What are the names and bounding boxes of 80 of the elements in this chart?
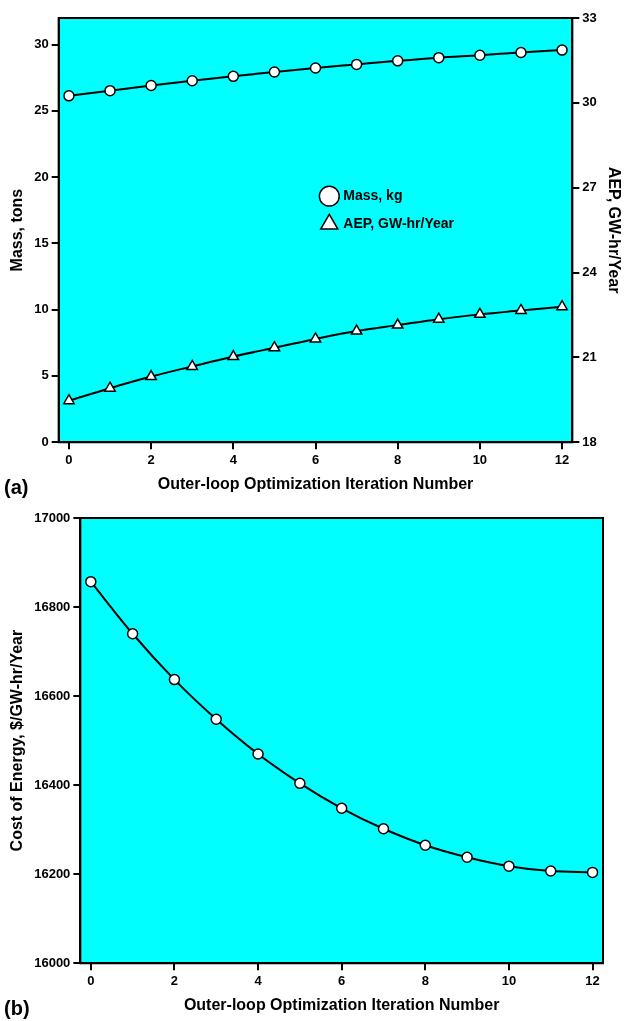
- text: (b): [4, 996, 30, 1019]
- point: [85, 575, 97, 588]
- x-tick-label: 10: [501, 972, 517, 988]
- point: [309, 62, 322, 74]
- point: [62, 393, 75, 405]
- x-tick-label: 12: [585, 972, 600, 988]
- point: [145, 369, 158, 381]
- point: [391, 318, 404, 329]
- point: [104, 381, 116, 392]
- point: [461, 851, 473, 863]
- y2-tick-label: 24: [582, 264, 598, 280]
- point: [433, 51, 445, 64]
- x-tick-label: 6: [338, 972, 346, 988]
- point: [186, 359, 199, 371]
- y-tick-label: 16600: [34, 687, 71, 703]
- point: [515, 303, 527, 315]
- y-tick-label: 10: [34, 301, 49, 317]
- point: [473, 307, 486, 319]
- point: [294, 777, 306, 790]
- y-axis-title: Cost of Energy, $/GW-hr/Year: [8, 629, 26, 852]
- point: [186, 74, 198, 87]
- point: [432, 312, 445, 323]
- point: [391, 55, 404, 67]
- point: [515, 46, 527, 59]
- y2-tick-label: 30: [582, 94, 597, 110]
- legend-label: AEP, GW-hr/Year: [343, 215, 455, 232]
- point: [419, 839, 432, 851]
- y-tick-label: 5: [41, 367, 49, 383]
- point: [145, 79, 157, 92]
- y-axis-title: Mass, tons: [8, 188, 26, 272]
- y-tick-label: 15: [34, 234, 49, 250]
- x-tick-label: 2: [170, 972, 179, 988]
- y2-axis-title: AEP, GW-hr/Year: [605, 166, 623, 294]
- point: [252, 748, 264, 760]
- point: [268, 66, 281, 78]
- point: [350, 324, 363, 335]
- y2-tick-label: 27: [582, 179, 597, 195]
- x-tick-label: 6: [311, 451, 320, 467]
- point: [377, 823, 390, 835]
- y-tick-label: 16000: [34, 954, 71, 970]
- point: [268, 341, 281, 352]
- point: [556, 44, 568, 56]
- point: [168, 673, 181, 686]
- point: [104, 84, 116, 97]
- x-axis-title: Outer-loop Optimization Iteration Number: [183, 995, 500, 1013]
- x-tick-label: 0: [87, 972, 95, 988]
- y2-tick-label: 18: [582, 433, 597, 449]
- point: [586, 866, 599, 879]
- y-tick-label: 16400: [34, 776, 71, 792]
- point: [503, 860, 515, 872]
- point: [309, 332, 322, 343]
- x-tick-label: 4: [254, 972, 263, 988]
- y2-tick-label: 21: [582, 348, 597, 364]
- x-tick-label: 8: [394, 451, 402, 467]
- point: [210, 713, 222, 725]
- point: [227, 349, 240, 361]
- y-tick-label: 17000: [34, 509, 71, 525]
- y-tick-label: 25: [34, 102, 49, 118]
- x-tick-label: 12: [554, 451, 570, 467]
- x-axis-title: Outer-loop Optimization Iteration Number: [157, 474, 474, 492]
- point: [556, 299, 569, 311]
- point: [474, 49, 486, 61]
- y-tick-label: 16200: [34, 865, 71, 881]
- y-tick-label: 0: [41, 433, 49, 449]
- x-tick-label: 4: [229, 451, 238, 467]
- point: [350, 58, 363, 71]
- x-tick-label: 8: [421, 972, 429, 988]
- text: (a): [4, 475, 29, 498]
- point: [63, 90, 75, 102]
- point: [126, 628, 139, 640]
- y-tick-label: 20: [34, 168, 49, 184]
- y2-tick-label: 33: [582, 9, 597, 25]
- x-tick-label: 10: [472, 451, 488, 467]
- legend-label: Mass, kg: [343, 187, 403, 204]
- y-tick-label: 16800: [34, 598, 71, 614]
- x-tick-label: 2: [147, 451, 155, 467]
- y-tick-label: 30: [34, 36, 49, 52]
- point: [227, 70, 240, 83]
- point: [544, 865, 557, 877]
- point: [335, 802, 348, 815]
